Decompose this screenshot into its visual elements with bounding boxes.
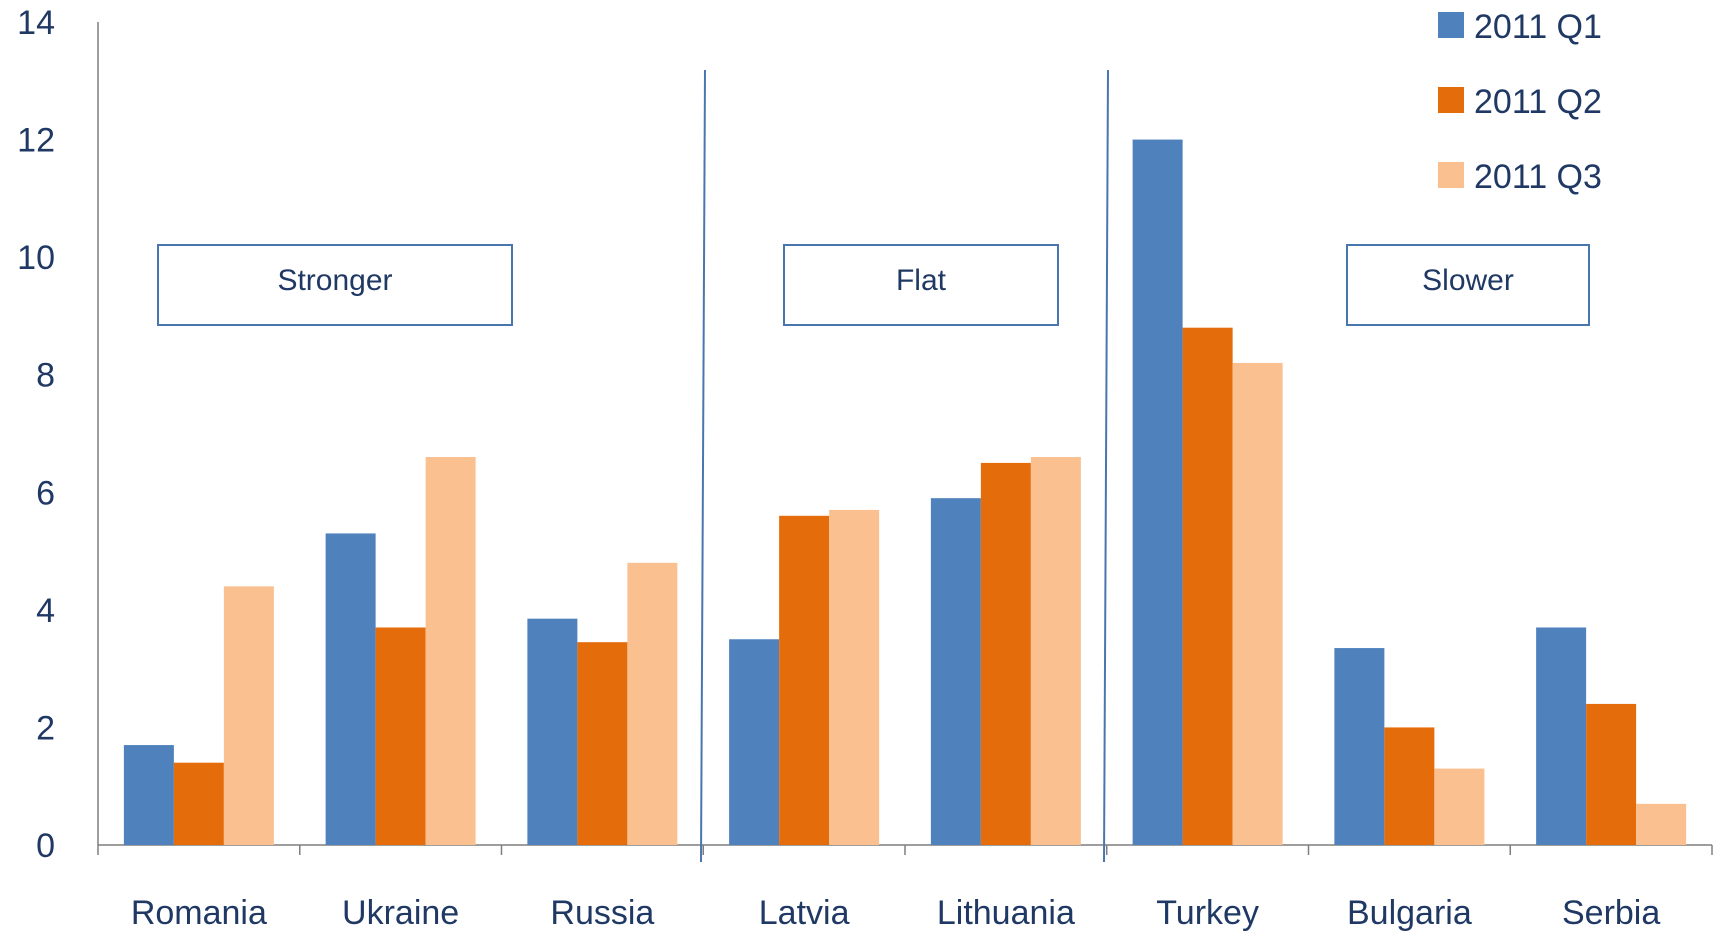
x-tick-label: Russia	[550, 894, 654, 931]
bar	[527, 618, 578, 845]
x-tick-label: Lithuania	[937, 894, 1075, 931]
x-tick-label: Ukraine	[342, 894, 459, 931]
bar	[779, 515, 830, 845]
bar	[1434, 768, 1485, 845]
group-annotations: Stronger Flat Slower	[157, 244, 1590, 326]
legend-swatch	[1438, 12, 1464, 38]
bar	[1232, 362, 1283, 845]
y-axis: 0 2 4 6 8 10 12 14	[17, 4, 99, 865]
y-tick-label: 0	[36, 827, 55, 865]
bar	[123, 745, 174, 845]
bar	[1182, 327, 1233, 846]
bar	[1536, 627, 1587, 845]
legend-swatch	[1438, 87, 1464, 113]
bar	[930, 498, 981, 845]
bar	[829, 509, 880, 845]
annotation-label: Flat	[896, 264, 947, 297]
annotation-box	[783, 244, 1059, 326]
legend-swatch	[1438, 162, 1464, 188]
bar	[1030, 457, 1081, 845]
x-tick-label: Serbia	[1562, 894, 1660, 931]
legend-label: 2011 Q1	[1474, 8, 1602, 46]
x-tick-label: Latvia	[759, 894, 850, 931]
annotation-label: Stronger	[277, 264, 392, 297]
bar	[375, 627, 426, 845]
x-tick-label: Bulgaria	[1347, 894, 1472, 931]
y-tick-label: 12	[17, 122, 55, 160]
annotation-box	[1346, 244, 1590, 326]
annotation-box	[157, 244, 513, 326]
y-tick-label: 2	[36, 709, 55, 747]
x-tick-label: Turkey	[1156, 894, 1259, 931]
bar	[1132, 139, 1183, 846]
bars	[123, 139, 1687, 846]
bar	[729, 639, 780, 845]
bar	[173, 762, 224, 845]
bar	[577, 642, 628, 845]
bar	[1586, 703, 1637, 845]
x-tick-label: Romania	[131, 894, 267, 931]
group-separators	[700, 69, 1109, 863]
legend: 2011 Q1 2011 Q2 2011 Q3	[1438, 8, 1602, 196]
y-tick-label: 4	[36, 592, 55, 630]
bar	[627, 562, 678, 845]
bar	[1384, 727, 1435, 845]
legend-label: 2011 Q3	[1474, 158, 1602, 196]
legend-label: 2011 Q2	[1474, 83, 1602, 121]
y-tick-label: 14	[17, 4, 55, 42]
group-separator-line	[700, 69, 706, 863]
group-separator-line	[1103, 69, 1109, 863]
y-tick-label: 10	[17, 239, 55, 277]
bar	[980, 462, 1031, 845]
bar	[425, 457, 476, 845]
bar	[223, 586, 274, 845]
annotation-label: Slower	[1422, 264, 1514, 297]
bar	[325, 533, 376, 845]
bar	[1334, 648, 1385, 845]
x-axis: Romania Ukraine Russia Latvia Lithuania Turke…	[97, 844, 1713, 931]
y-tick-label: 8	[36, 357, 55, 395]
bar	[1636, 803, 1687, 845]
y-tick-label: 6	[36, 474, 55, 512]
